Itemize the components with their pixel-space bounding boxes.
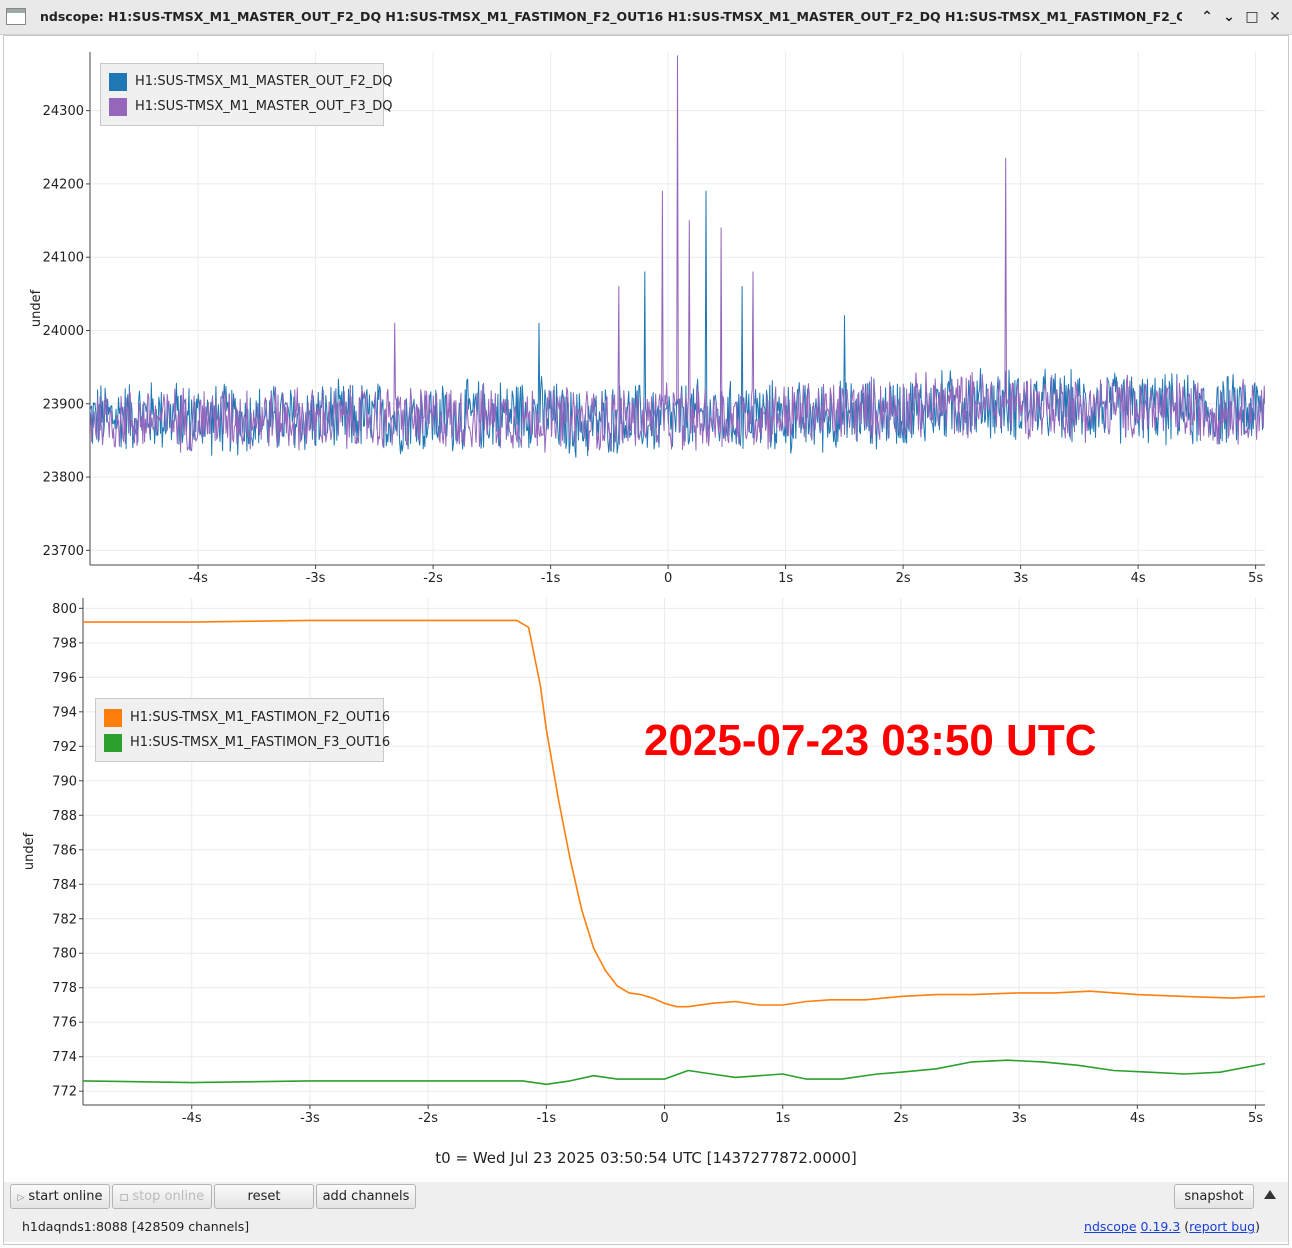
- play-icon: ▷: [17, 1193, 25, 1203]
- series-line: [90, 190, 1265, 458]
- series-line: [90, 55, 1265, 453]
- y-tick-label: 782: [52, 912, 77, 927]
- series-1: [83, 1059, 1265, 1086]
- title-bar: ndscope: H1:SUS-TMSX_M1_MASTER_OUT_F2_DQ…: [0, 0, 1292, 35]
- x-tick-label: -1s: [541, 571, 561, 586]
- y-tick-label: 794: [52, 705, 77, 720]
- legend-swatch: [104, 734, 122, 752]
- series-0: [83, 619, 1265, 1008]
- y-tick-label: 796: [52, 671, 77, 686]
- x-tick-label: -1s: [536, 1111, 556, 1126]
- y-tick-label: 23800: [43, 471, 84, 486]
- x-tick-label: -4s: [182, 1111, 202, 1126]
- legend-bottom: H1:SUS-TMSX_M1_FASTIMON_F2_OUT16 H1:SUS-…: [95, 698, 390, 762]
- x-tick-label: 1s: [775, 1111, 790, 1126]
- plot-top[interactable]: -4s -3s -2s -1s 0 1s 2s 3s 4s 5s 23700 23800 23900 24…: [0, 40, 1292, 590]
- minimize-button[interactable]: ⌃: [1201, 9, 1213, 25]
- legend-swatch: [109, 73, 127, 91]
- series-1: [90, 55, 1265, 453]
- y-tick-label: 790: [52, 774, 77, 789]
- grid: [83, 598, 1265, 1105]
- server-status: h1daqnds1:8088 [428509 channels]: [22, 1219, 250, 1234]
- x-tick-label: -3s: [300, 1111, 320, 1126]
- close-paren: ): [1255, 1219, 1260, 1234]
- x-tick-label: -4s: [188, 571, 208, 586]
- x-tick-label: -2s: [423, 571, 443, 586]
- x-tick-label: -2s: [418, 1111, 438, 1126]
- legend-swatch: [104, 709, 122, 727]
- plot-bottom[interactable]: -4s -3s -2s -1s 0 1s 2s 3s 4s 5s 772 774 776 778 780 78…: [0, 590, 1292, 1140]
- legend-label: H1:SUS-TMSX_M1_MASTER_OUT_F2_DQ: [135, 74, 393, 89]
- version-info: ndscope 0.19.3 (report bug): [1084, 1219, 1260, 1234]
- main-panel: [3, 35, 1289, 1245]
- y-tick-label: 24300: [43, 104, 84, 119]
- legend-label: H1:SUS-TMSX_M1_FASTIMON_F3_OUT16: [130, 735, 391, 750]
- x-tick-label: 2s: [893, 1111, 908, 1126]
- y-axis-label: undef: [29, 289, 44, 327]
- stop-icon: □: [119, 1193, 129, 1203]
- stop-online-button[interactable]: □ stop online: [112, 1184, 212, 1209]
- report-bug-link[interactable]: report bug: [1189, 1219, 1256, 1234]
- y-tick-label: 24000: [43, 324, 84, 339]
- x-tick-label: 5s: [1248, 1111, 1263, 1126]
- ndscope-link[interactable]: ndscope: [1084, 1219, 1137, 1234]
- y-tick-label: 778: [52, 981, 77, 996]
- x-tick-label: 4s: [1130, 1111, 1145, 1126]
- snapshot-button[interactable]: snapshot: [1174, 1184, 1254, 1209]
- reset-button[interactable]: reset: [214, 1184, 314, 1209]
- date-annotation: 2025-07-23 03:50 UTC: [644, 716, 1097, 765]
- y-tick-label: 792: [52, 740, 77, 755]
- window-title: ndscope: H1:SUS-TMSX_M1_MASTER_OUT_F2_DQ…: [40, 9, 1182, 24]
- toolbar: ▷ start online □ stop online reset add cha…: [4, 1182, 1288, 1212]
- y-tick-label: 24200: [43, 177, 84, 192]
- x-tick-label: -3s: [306, 571, 326, 586]
- legend-label: H1:SUS-TMSX_M1_FASTIMON_F2_OUT16: [130, 710, 391, 725]
- x-tick-label: 0: [664, 571, 672, 586]
- series-0: [90, 190, 1265, 458]
- y-tick-label: 23700: [43, 544, 84, 559]
- x-tick-label: 0: [660, 1111, 668, 1126]
- y-axis-label: undef: [22, 832, 37, 870]
- plot-top-canvas[interactable]: -4s -3s -2s -1s 0 1s 2s 3s 4s 5s 23700 23800 23900 24…: [0, 40, 1292, 590]
- series-line: [83, 619, 1265, 1008]
- plot-bottom-canvas[interactable]: -4s -3s -2s -1s 0 1s 2s 3s 4s 5s 772 774 776 778 780 78…: [0, 590, 1292, 1140]
- start-online-label: start online: [28, 1189, 103, 1204]
- y-tick-label: 800: [52, 602, 77, 617]
- stop-online-label: stop online: [132, 1189, 205, 1204]
- restore-button[interactable]: ⌄: [1223, 9, 1235, 25]
- collapse-icon[interactable]: [1264, 1190, 1276, 1199]
- x-tick-label: 5s: [1248, 571, 1263, 586]
- y-tick-label: 23900: [43, 397, 84, 412]
- y-tick-label: 786: [52, 843, 77, 858]
- legend-swatch: [109, 98, 127, 116]
- x-tick-label: 2s: [896, 571, 911, 586]
- t0-label: t0 = Wed Jul 23 2025 03:50:54 UTC [14372…: [435, 1149, 857, 1167]
- x-tick-label: 4s: [1131, 571, 1146, 586]
- y-tick-label: 788: [52, 809, 77, 824]
- legend-label: H1:SUS-TMSX_M1_MASTER_OUT_F3_DQ: [135, 99, 393, 114]
- y-tick-label: 776: [52, 1016, 77, 1031]
- maximize-button[interactable]: □: [1245, 9, 1259, 25]
- legend-top: H1:SUS-TMSX_M1_MASTER_OUT_F2_DQ H1:SUS-T…: [100, 63, 392, 126]
- y-tick-label: 772: [52, 1085, 77, 1100]
- add-channels-button[interactable]: add channels: [316, 1184, 416, 1209]
- y-tick-label: 798: [52, 636, 77, 651]
- y-tick-label: 774: [52, 1050, 77, 1065]
- status-bar: h1daqnds1:8088 [428509 channels] ndscope…: [4, 1212, 1288, 1242]
- window-menu-icon[interactable]: [6, 8, 26, 25]
- open-paren: (: [1184, 1219, 1190, 1234]
- version-link[interactable]: 0.19.3: [1140, 1219, 1181, 1234]
- y-tick-label: 780: [52, 947, 77, 962]
- close-button[interactable]: ✕: [1269, 9, 1281, 25]
- x-tick-label: 3s: [1012, 1111, 1027, 1126]
- y-tick-label: 24100: [43, 251, 84, 266]
- x-tick-label: 1s: [778, 571, 793, 586]
- y-tick-label: 784: [52, 878, 77, 893]
- series-line: [83, 1059, 1265, 1086]
- x-tick-label: 3s: [1013, 571, 1028, 586]
- start-online-button[interactable]: ▷ start online: [10, 1184, 110, 1209]
